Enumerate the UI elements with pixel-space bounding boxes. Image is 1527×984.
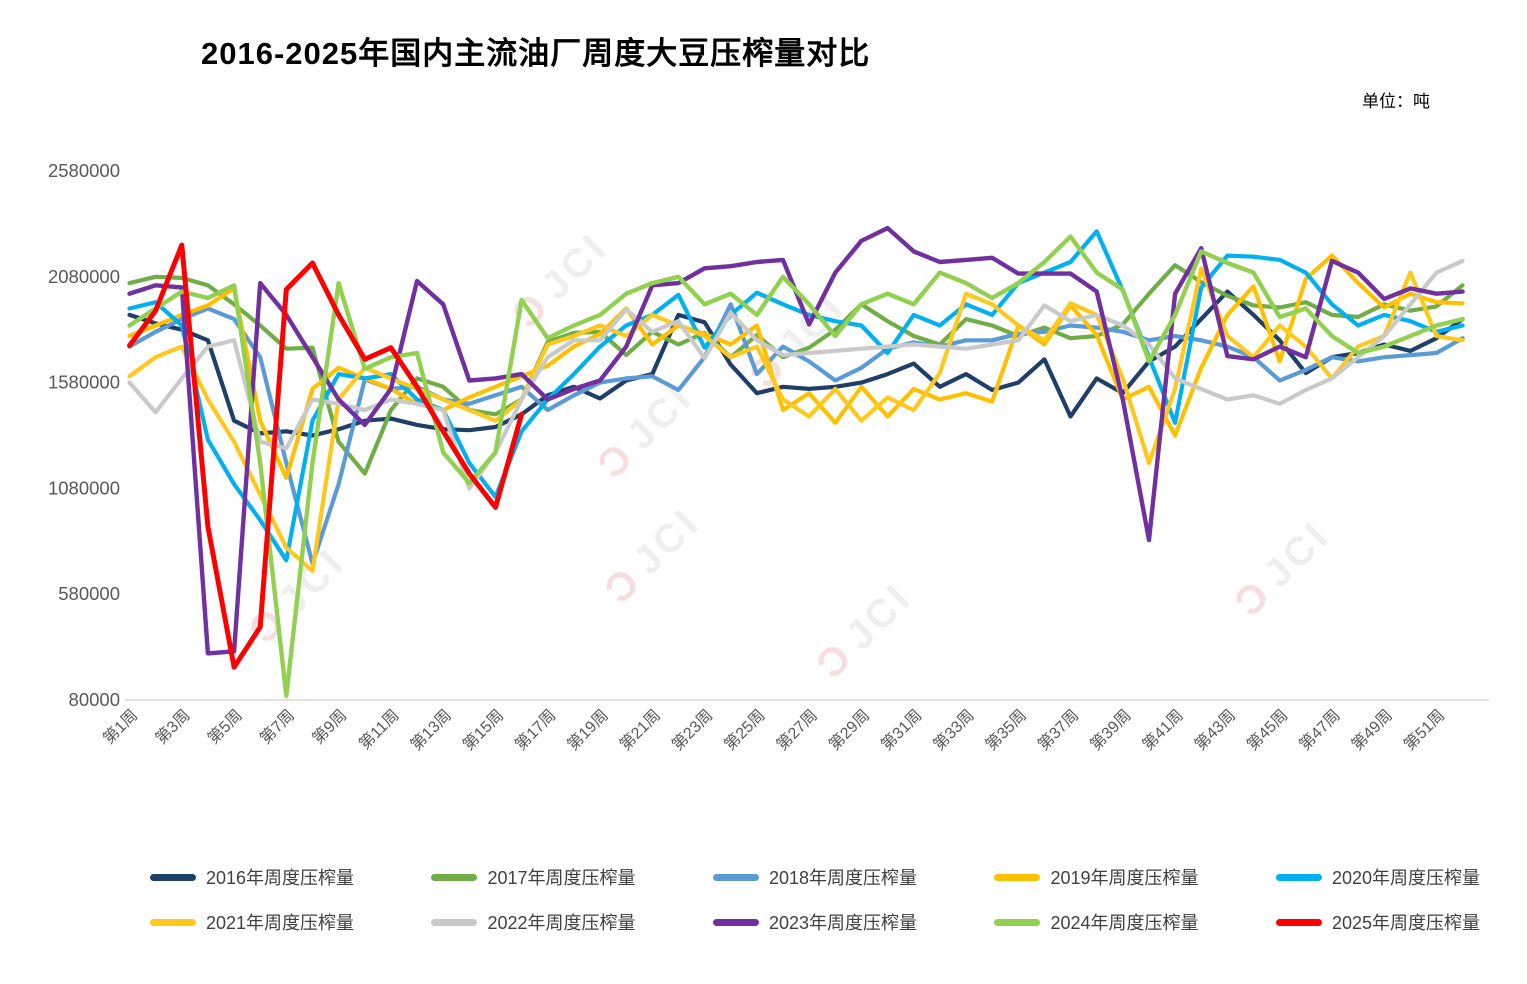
watermark-text: ƆJCI [589,375,702,488]
series-line-2020 [127,229,1465,563]
series-line-2019 [127,253,1465,480]
legend-swatch-2020 [1275,873,1322,881]
legend-swatch-2024 [994,918,1041,926]
watermark-logo: ƆJCI [589,375,702,488]
series-line-2024 [127,234,1465,698]
x-axis-tick-label: 第13周 [407,706,455,754]
y-axis-tick-label: 2580000 [48,160,120,181]
x-axis-tick-label: 第41周 [1139,706,1187,754]
legend-label-2024: 2024年周度压榨量 [1050,913,1199,933]
legend-label-2023: 2023年周度压榨量 [768,913,918,933]
legend-row-1: 2016年周度压榨量 2017年周度压榨量 2018年周度压榨量 2019年周度压榨量… [150,864,1480,890]
x-axis-tick-label: 第21周 [616,706,664,754]
x-axis-tick-label: 第7周 [257,706,299,748]
x-axis-tick-label: 第5周 [204,706,246,748]
unit-label: 单位：吨 [1362,92,1430,111]
legend-item-2024: 2024年周度压榨量 [994,909,1199,935]
x-axis-tick-label: 第29周 [825,706,873,754]
x-axis-tick-label: 第25周 [721,706,769,754]
x-axis-tick-label: 第51周 [1400,706,1448,754]
legend-label-2022: 2022年周度压榨量 [487,913,636,933]
x-axis-tick-label: 第43周 [1191,706,1239,754]
watermark-logo: ƆJCI [504,225,617,338]
x-axis-tick-label: 第33周 [930,706,978,754]
legend-item-2022: 2022年周度压榨量 [431,909,636,935]
x-axis-tick-label: 第37周 [1034,706,1082,754]
legend-item-2016: 2016年周度压榨量 [150,864,354,890]
x-axis-tick-label: 第11周 [356,706,403,753]
watermark-text: ƆJCI [1226,513,1339,626]
legend-swatch-2025 [1275,918,1322,926]
x-axis-tick-label: 第23周 [668,706,716,754]
watermark-logo: ƆJCI [1226,513,1339,626]
x-axis-tick-label: 第35周 [982,706,1030,754]
y-axis-tick-label: 1080000 [48,477,120,498]
x-axis-tick-label: 第39周 [1087,706,1135,754]
legend-item-2023: 2023年周度压榨量 [712,909,918,935]
x-axis-tick-label: 第47周 [1296,706,1344,754]
legend-label-2021: 2021年周度压榨量 [206,913,355,933]
legend-label-2016: 2016年周度压榨量 [206,868,355,888]
legend-label-2019: 2019年周度压榨量 [1050,868,1199,888]
watermark-text: ƆJCI [808,575,921,688]
watermark-text: ƆJCI [504,225,617,338]
series-line-2022 [127,258,1465,491]
legend-item-2021: 2021年周度压榨量 [150,909,354,935]
watermark-logo: ƆJCI [808,575,921,688]
x-axis-tick-label: 第31周 [878,706,926,754]
x-axis-tick-label: 第27周 [773,706,821,754]
legend-item-2020: 2020年周度压榨量 [1275,864,1480,890]
y-axis-tick-label: 1580000 [48,372,120,393]
y-axis-tick-label: 580000 [58,583,120,604]
legend-row-2: 2021年周度压榨量 2022年周度压榨量 2023年周度压榨量 2024年周度压榨量… [150,909,1480,935]
legend-item-2025: 2025年周度压榨量 [1275,909,1480,935]
legend-swatch-2022 [431,918,478,926]
legend-item-2019: 2019年周度压榨量 [994,864,1199,890]
x-axis-tick-label: 第49周 [1348,706,1396,754]
chart-legend: 2016年周度压榨量 2017年周度压榨量 2018年周度压榨量 2019年周度压榨量… [150,864,1480,935]
legend-swatch-2019 [994,873,1041,881]
x-axis-tick-label: 第15周 [459,706,507,754]
series-line-2021 [127,266,1465,574]
x-axis-tick-label: 第3周 [152,706,194,748]
series-line-2025 [127,242,525,670]
x-axis-tick-label: 第19周 [564,706,612,754]
x-axis-tick-label: 第1周 [100,706,142,748]
legend-swatch-2017 [431,873,478,881]
legend-swatch-2016 [150,873,196,881]
legend-label-2025: 2025年周度压榨量 [1331,913,1480,933]
legend-swatch-2018 [712,873,759,881]
x-axis-tick-label: 第9周 [309,706,351,748]
x-axis-tick-label: 第17周 [512,706,560,754]
legend-swatch-2023 [712,918,759,926]
chart-title: 2016-2025年国内主流油厂周度大豆压榨量对比 [201,36,871,71]
y-axis-tick-label: 80000 [69,689,120,710]
legend-label-2018: 2018年周度压榨量 [768,868,918,888]
legend-item-2018: 2018年周度压榨量 [712,864,918,890]
legend-label-2017: 2017年周度压榨量 [487,868,636,888]
x-axis-tick-label: 第45周 [1244,706,1292,754]
y-axis-tick-label: 2080000 [48,266,120,287]
legend-swatch-2021 [150,918,196,926]
legend-label-2020: 2020年周度压榨量 [1331,868,1480,888]
watermark-text: ƆJCI [596,500,709,613]
watermark-logo: ƆJCI [596,500,709,613]
legend-item-2017: 2017年周度压榨量 [431,864,636,890]
